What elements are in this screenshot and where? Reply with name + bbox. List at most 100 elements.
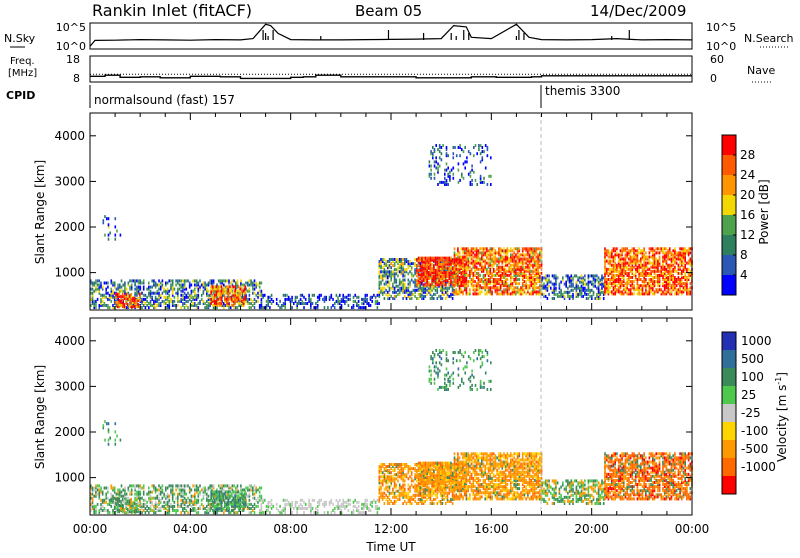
scatter-cell	[238, 499, 240, 502]
scatter-cell	[167, 304, 169, 307]
scatter-cell	[589, 281, 591, 284]
scatter-cell	[157, 509, 159, 512]
scatter-cell	[198, 302, 200, 305]
scatter-cell	[481, 278, 483, 281]
scatter-cell	[348, 304, 350, 307]
scatter-cell	[93, 487, 95, 490]
scatter-cell	[464, 167, 466, 170]
scatter-cell	[598, 276, 600, 279]
scatter-cell	[464, 146, 466, 149]
scatter-cell	[679, 247, 681, 250]
scatter-cell	[325, 296, 327, 299]
scatter-cell	[529, 247, 531, 250]
scatter-cell	[548, 293, 550, 296]
scatter-cell	[480, 144, 482, 147]
scatter-cell	[613, 256, 615, 259]
scatter-cell	[474, 284, 476, 287]
scatter-cell	[524, 288, 526, 291]
scatter-cell	[187, 497, 189, 500]
scatter-cell	[495, 249, 497, 252]
scatter-cell	[564, 291, 566, 294]
scatter-cell	[114, 487, 116, 490]
scatter-cell	[216, 300, 218, 303]
scatter-cell	[259, 294, 261, 297]
scatter-cell	[473, 292, 475, 295]
scatter-cell	[659, 274, 661, 277]
scatter-cell	[483, 258, 485, 261]
scatter-cell	[536, 286, 538, 289]
scatter-cell	[555, 293, 557, 296]
scatter-cell	[409, 260, 411, 263]
scatter-cell	[491, 253, 493, 256]
scatter-cell	[596, 287, 598, 290]
scatter-cell	[650, 262, 652, 265]
scatter-cell	[115, 293, 117, 296]
scatter-cell	[212, 490, 214, 493]
scatter-cell	[635, 288, 637, 291]
scatter-cell	[534, 268, 536, 271]
scatter-cell	[488, 270, 490, 273]
scatter-cell	[655, 251, 657, 254]
scatter-cell	[555, 274, 557, 277]
scatter-cell	[439, 144, 441, 147]
scatter-cell	[414, 268, 416, 271]
scatter-cell	[237, 511, 239, 514]
scatter-cell	[464, 160, 466, 163]
scatter-cell	[448, 295, 450, 298]
scatter-cell	[542, 276, 544, 279]
scatter-cell	[441, 158, 443, 161]
scatter-cell	[633, 280, 635, 283]
scatter-cell	[510, 264, 512, 267]
scatter-cell	[254, 484, 256, 487]
scatter-cell	[170, 503, 172, 506]
scatter-cell	[503, 288, 505, 291]
scatter-cell	[324, 306, 326, 309]
cpid-row: CPID normalsound (fast) 157 themis 3300	[6, 84, 620, 108]
scatter-cell	[430, 150, 432, 153]
scatter-cell	[413, 281, 415, 284]
scatter-cell	[397, 274, 399, 277]
scatter-cell	[440, 271, 442, 274]
scatter-cell	[191, 495, 193, 498]
scatter-cell	[548, 274, 550, 277]
scatter-cell	[555, 287, 557, 290]
scatter-cell	[464, 264, 466, 267]
scatter-cell	[111, 484, 113, 487]
scatter-cell	[527, 258, 529, 261]
scatter-cell	[618, 286, 620, 289]
scatter-cell	[111, 493, 113, 496]
scatter-cell	[464, 280, 466, 283]
scatter-cell	[525, 253, 527, 256]
scatter-cell	[111, 505, 113, 508]
scatter-cell	[534, 274, 536, 277]
scatter-cell	[107, 304, 109, 307]
scatter-cell	[425, 295, 427, 298]
scatter-cell	[177, 288, 179, 291]
scatter-cell	[141, 511, 143, 514]
scatter-cell	[633, 266, 635, 269]
scatter-cell	[459, 264, 461, 267]
scatter-cell	[107, 298, 109, 301]
scatter-cell	[228, 499, 230, 502]
scatter-cell	[496, 278, 498, 281]
scatter-cell	[419, 262, 421, 265]
scatter-cell	[515, 253, 517, 256]
scatter-cell	[437, 261, 439, 264]
scatter-cell	[532, 276, 534, 279]
scatter-cell	[401, 258, 403, 261]
scatter-cell	[466, 266, 468, 269]
scatter-cell	[241, 490, 243, 493]
scatter-cell	[674, 266, 676, 269]
scatter-cell	[261, 294, 263, 297]
scatter-cell	[226, 497, 228, 500]
scatter-cell	[664, 292, 666, 295]
scatter-cell	[542, 293, 544, 296]
scatter-cell	[210, 490, 212, 493]
scatter-cell	[488, 262, 490, 265]
scatter-cell	[198, 487, 200, 490]
scatter-cell	[479, 247, 481, 250]
scatter-cell	[232, 484, 234, 487]
scatter-cell	[184, 302, 186, 305]
scatter-cell	[119, 284, 121, 287]
scatter-cell	[226, 298, 228, 301]
